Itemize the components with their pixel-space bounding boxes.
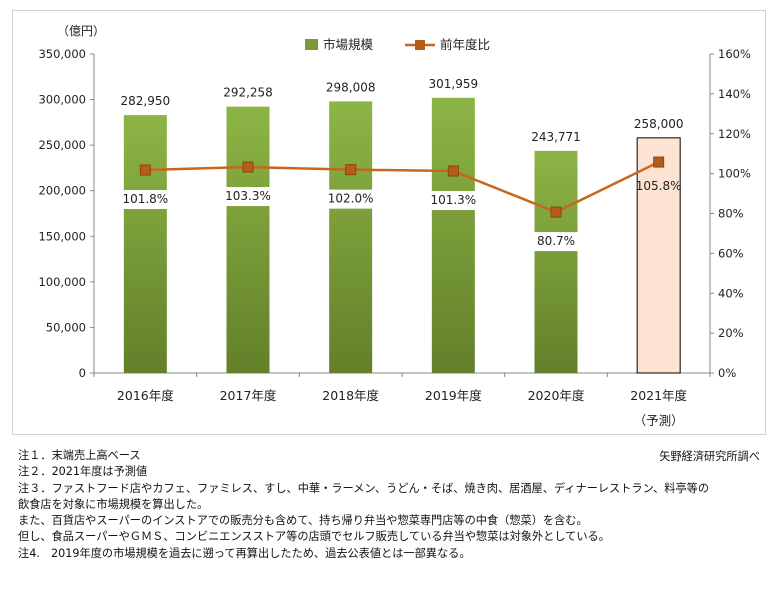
bar-value-label: 243,771: [531, 130, 581, 144]
chart-frame: 0 50,000 100,000 150,000 200,000 250,000 300,0…: [12, 10, 766, 435]
line-label-backing: [428, 191, 479, 211]
legend-bar-label: 市場規模: [323, 37, 374, 52]
category-label: 2019年度: [425, 388, 482, 403]
bar-value-label: 282,950: [121, 94, 171, 108]
left-tick-label: 100,000: [38, 275, 86, 289]
bar-2019年度: [431, 97, 475, 373]
note-line: 注１．末端売上高ベース: [18, 449, 141, 462]
bar-2017年度: [226, 106, 270, 373]
right-tick-label: 80%: [718, 207, 744, 221]
line-value-label: 103.3%: [225, 189, 271, 203]
left-tick-label: 150,000: [38, 229, 86, 243]
right-tick-label: 140%: [718, 87, 751, 101]
line-label-backing: [223, 187, 273, 207]
market-size-chart: 0 50,000 100,000 150,000 200,000 250,000 300,0…: [38, 24, 751, 428]
line-label-backing: [325, 189, 376, 209]
note-line: 注３．ファストフード店やカフェ、ファミレス、すし、中華・ラーメン、うどん・そば、…: [18, 481, 710, 495]
category-label: 2021年度: [630, 388, 687, 403]
source-credit: 矢野経済研究所調べ: [659, 450, 760, 463]
bar-value-label: 258,000: [634, 117, 684, 131]
right-tick-label: 40%: [718, 286, 744, 300]
line-ratio-series: [145, 160, 660, 214]
legend-bar-swatch: [305, 39, 318, 50]
legend-line-label: 前年度比: [440, 37, 490, 52]
category-label: 2020年度: [528, 388, 585, 403]
right-tick-label: 0%: [718, 366, 736, 380]
right-tick-label: 160%: [718, 47, 751, 61]
note-line: 注２．2021年度は予測値: [18, 465, 148, 479]
line-point-2016年度: [139, 164, 151, 176]
line-value-label: 80.7%: [537, 234, 575, 248]
bar-value-label: 301,959: [429, 77, 479, 91]
line-point-2019年度: [447, 165, 459, 177]
line-point-2018年度: [345, 164, 357, 176]
line-point-2020年度: [550, 206, 562, 218]
left-tick-label: 0: [79, 366, 86, 380]
line-value-label: 101.3%: [430, 193, 476, 207]
category-label: 2016年度: [117, 388, 174, 403]
right-tick-label: 60%: [718, 246, 744, 260]
left-axis-unit: （億円）: [57, 24, 105, 38]
left-tick-label: 200,000: [38, 184, 86, 198]
bar-2020年度: [534, 150, 578, 373]
note-line: 注4. 2019年度の市場規模を過去に遡って再算出したため、過去公表値とは一部異…: [18, 546, 471, 560]
line-label-backing: [531, 232, 581, 252]
right-tick-label: 20%: [718, 326, 744, 340]
category-label: 2018年度: [322, 388, 379, 403]
note-line: 但し、食品スーパーやＧＭＳ、コンビニエンスストア等の店頭でセルフ販売している弁当…: [18, 530, 610, 544]
line-point-2017年度: [242, 161, 254, 173]
line-value-label: 105.8%: [636, 179, 682, 193]
left-tick-label: 350,000: [38, 47, 86, 61]
bar-value-label: 298,008: [326, 80, 376, 94]
right-tick-label: 100%: [718, 167, 751, 181]
footnotes: 注１．末端売上高ベース 注２．2021年度は予測値 注３．ファストフード店やカフ…: [18, 448, 710, 562]
left-tick-label: 250,000: [38, 138, 86, 152]
category-label: 2017年度: [220, 388, 277, 403]
right-tick-label: 120%: [718, 127, 751, 141]
left-tick-label: 300,000: [38, 93, 86, 107]
bar-2021年度: [636, 137, 681, 374]
line-value-label: 101.8%: [122, 192, 168, 206]
line-point-2021年度: [653, 156, 665, 168]
note-line: 飲食店を対象に市場規模を算出した。: [18, 497, 209, 511]
bar-2016年度: [123, 115, 167, 374]
note-line: また、百貨店やスーパーのインストアでの販売分も含めて、持ち帰り弁当や惣菜専門店等…: [18, 514, 588, 528]
line-label-backing: [120, 190, 171, 210]
bar-2018年度: [329, 101, 373, 373]
bar-value-label: 292,258: [223, 86, 273, 100]
line-value-label: 102.0%: [328, 192, 374, 206]
left-tick-label: 50,000: [46, 320, 86, 334]
category-sublabel: （予測）: [634, 413, 684, 428]
legend-line-marker: [415, 40, 425, 50]
